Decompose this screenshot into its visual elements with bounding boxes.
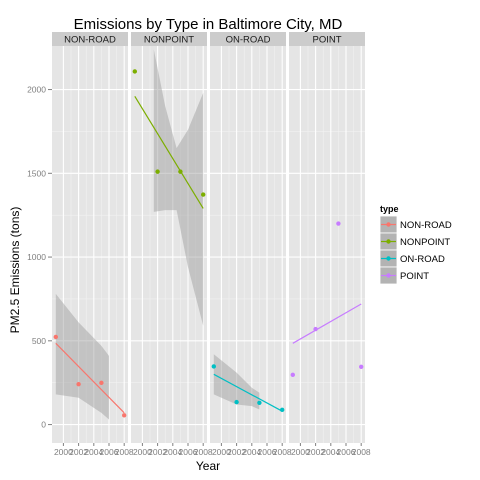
facet-strip-label: POINT — [312, 35, 341, 46]
legend-label: NONPOINT — [400, 237, 450, 248]
y-tick-label: 2000 — [27, 85, 46, 95]
data-point — [132, 69, 137, 74]
fit-line — [213, 373, 283, 412]
legend-key-point — [386, 222, 391, 227]
legend-key-point — [386, 239, 391, 244]
legend-item: NONPOINT — [379, 232, 450, 251]
data-point — [290, 372, 295, 378]
legend-label: NON-ROAD — [400, 220, 452, 231]
y-tick-label: 0 — [41, 420, 46, 430]
x-tick-label: 2004 — [84, 447, 103, 457]
data-point — [234, 399, 239, 405]
x-tick-label: 2004 — [321, 447, 340, 457]
legend-title: type — [380, 204, 399, 214]
data-point — [178, 169, 183, 174]
x-tick-label: 2008 — [273, 447, 292, 457]
confidence-band — [213, 354, 260, 410]
legend-item: ON-ROAD — [379, 249, 445, 268]
fit-line — [292, 303, 362, 344]
x-tick-label: 2006 — [337, 447, 356, 457]
data-point — [155, 169, 160, 174]
y-tick-label: 1000 — [27, 252, 46, 262]
panel-background — [131, 46, 207, 443]
data-point — [211, 364, 216, 369]
panel-background — [52, 46, 128, 443]
confidence-band — [55, 293, 109, 420]
fit-line — [55, 342, 125, 414]
data-point — [122, 413, 127, 418]
panel-background — [210, 46, 286, 443]
data-point — [257, 400, 262, 405]
x-tick-label: 2004 — [163, 447, 182, 457]
panel-background — [289, 46, 365, 443]
x-tick-label: 2000 — [133, 447, 152, 457]
data-point — [99, 380, 104, 386]
facet-strip — [289, 32, 365, 46]
x-tick-label: 2008 — [194, 447, 213, 457]
x-tick-label: 2008 — [352, 447, 371, 457]
facet-strip — [52, 32, 128, 46]
legend-item: NON-ROAD — [379, 215, 452, 234]
facet-panels: NON-ROAD20002002200420062008NONPOINT2000… — [52, 32, 371, 457]
y-tick-label: 1500 — [27, 168, 46, 178]
x-tick-label: 2000 — [212, 447, 231, 457]
x-tick-label: 2002 — [227, 447, 246, 457]
data-point — [76, 382, 81, 387]
confidence-band — [153, 49, 204, 326]
y-axis-ticks: 0 500 1000 1500 2000 — [27, 85, 52, 430]
x-tick-label: 2006 — [258, 447, 277, 457]
legend-item: POINT — [379, 266, 429, 285]
legend-label: POINT — [400, 271, 429, 282]
data-point — [201, 192, 206, 197]
facet-strip — [210, 32, 286, 46]
facet-strip-label: NONPOINT — [144, 35, 194, 46]
x-tick-label: 2000 — [54, 447, 73, 457]
x-tick-label: 2006 — [179, 447, 198, 457]
legend-key-point — [386, 256, 391, 261]
facet-strip-label: NON-ROAD — [64, 35, 116, 46]
data-point — [313, 326, 318, 332]
data-point — [280, 407, 285, 413]
data-point — [336, 221, 341, 226]
data-point — [359, 364, 364, 369]
x-tick-label: 2002 — [148, 447, 167, 457]
legend: NON-ROAD NONPOINT ON-ROAD POINT — [379, 215, 452, 285]
x-tick-label: 2000 — [291, 447, 310, 457]
x-tick-label: 2004 — [242, 447, 261, 457]
chart-title: Emissions by Type in Baltimore City, MD — [74, 16, 343, 33]
legend-label: ON-ROAD — [400, 254, 445, 265]
x-tick-label: 2002 — [69, 447, 88, 457]
y-tick-label: 500 — [32, 336, 46, 346]
data-point — [53, 334, 58, 340]
x-tick-label: 2006 — [100, 447, 119, 457]
x-tick-label: 2008 — [115, 447, 134, 457]
fit-line — [134, 95, 204, 209]
facet-strip — [131, 32, 207, 46]
x-axis-title: Year — [196, 459, 220, 473]
x-tick-label: 2002 — [306, 447, 325, 457]
legend-key-point — [386, 273, 391, 278]
y-axis-title: PM2.5 Emissions (tons) — [8, 207, 22, 334]
facet-strip-label: ON-ROAD — [226, 35, 271, 46]
